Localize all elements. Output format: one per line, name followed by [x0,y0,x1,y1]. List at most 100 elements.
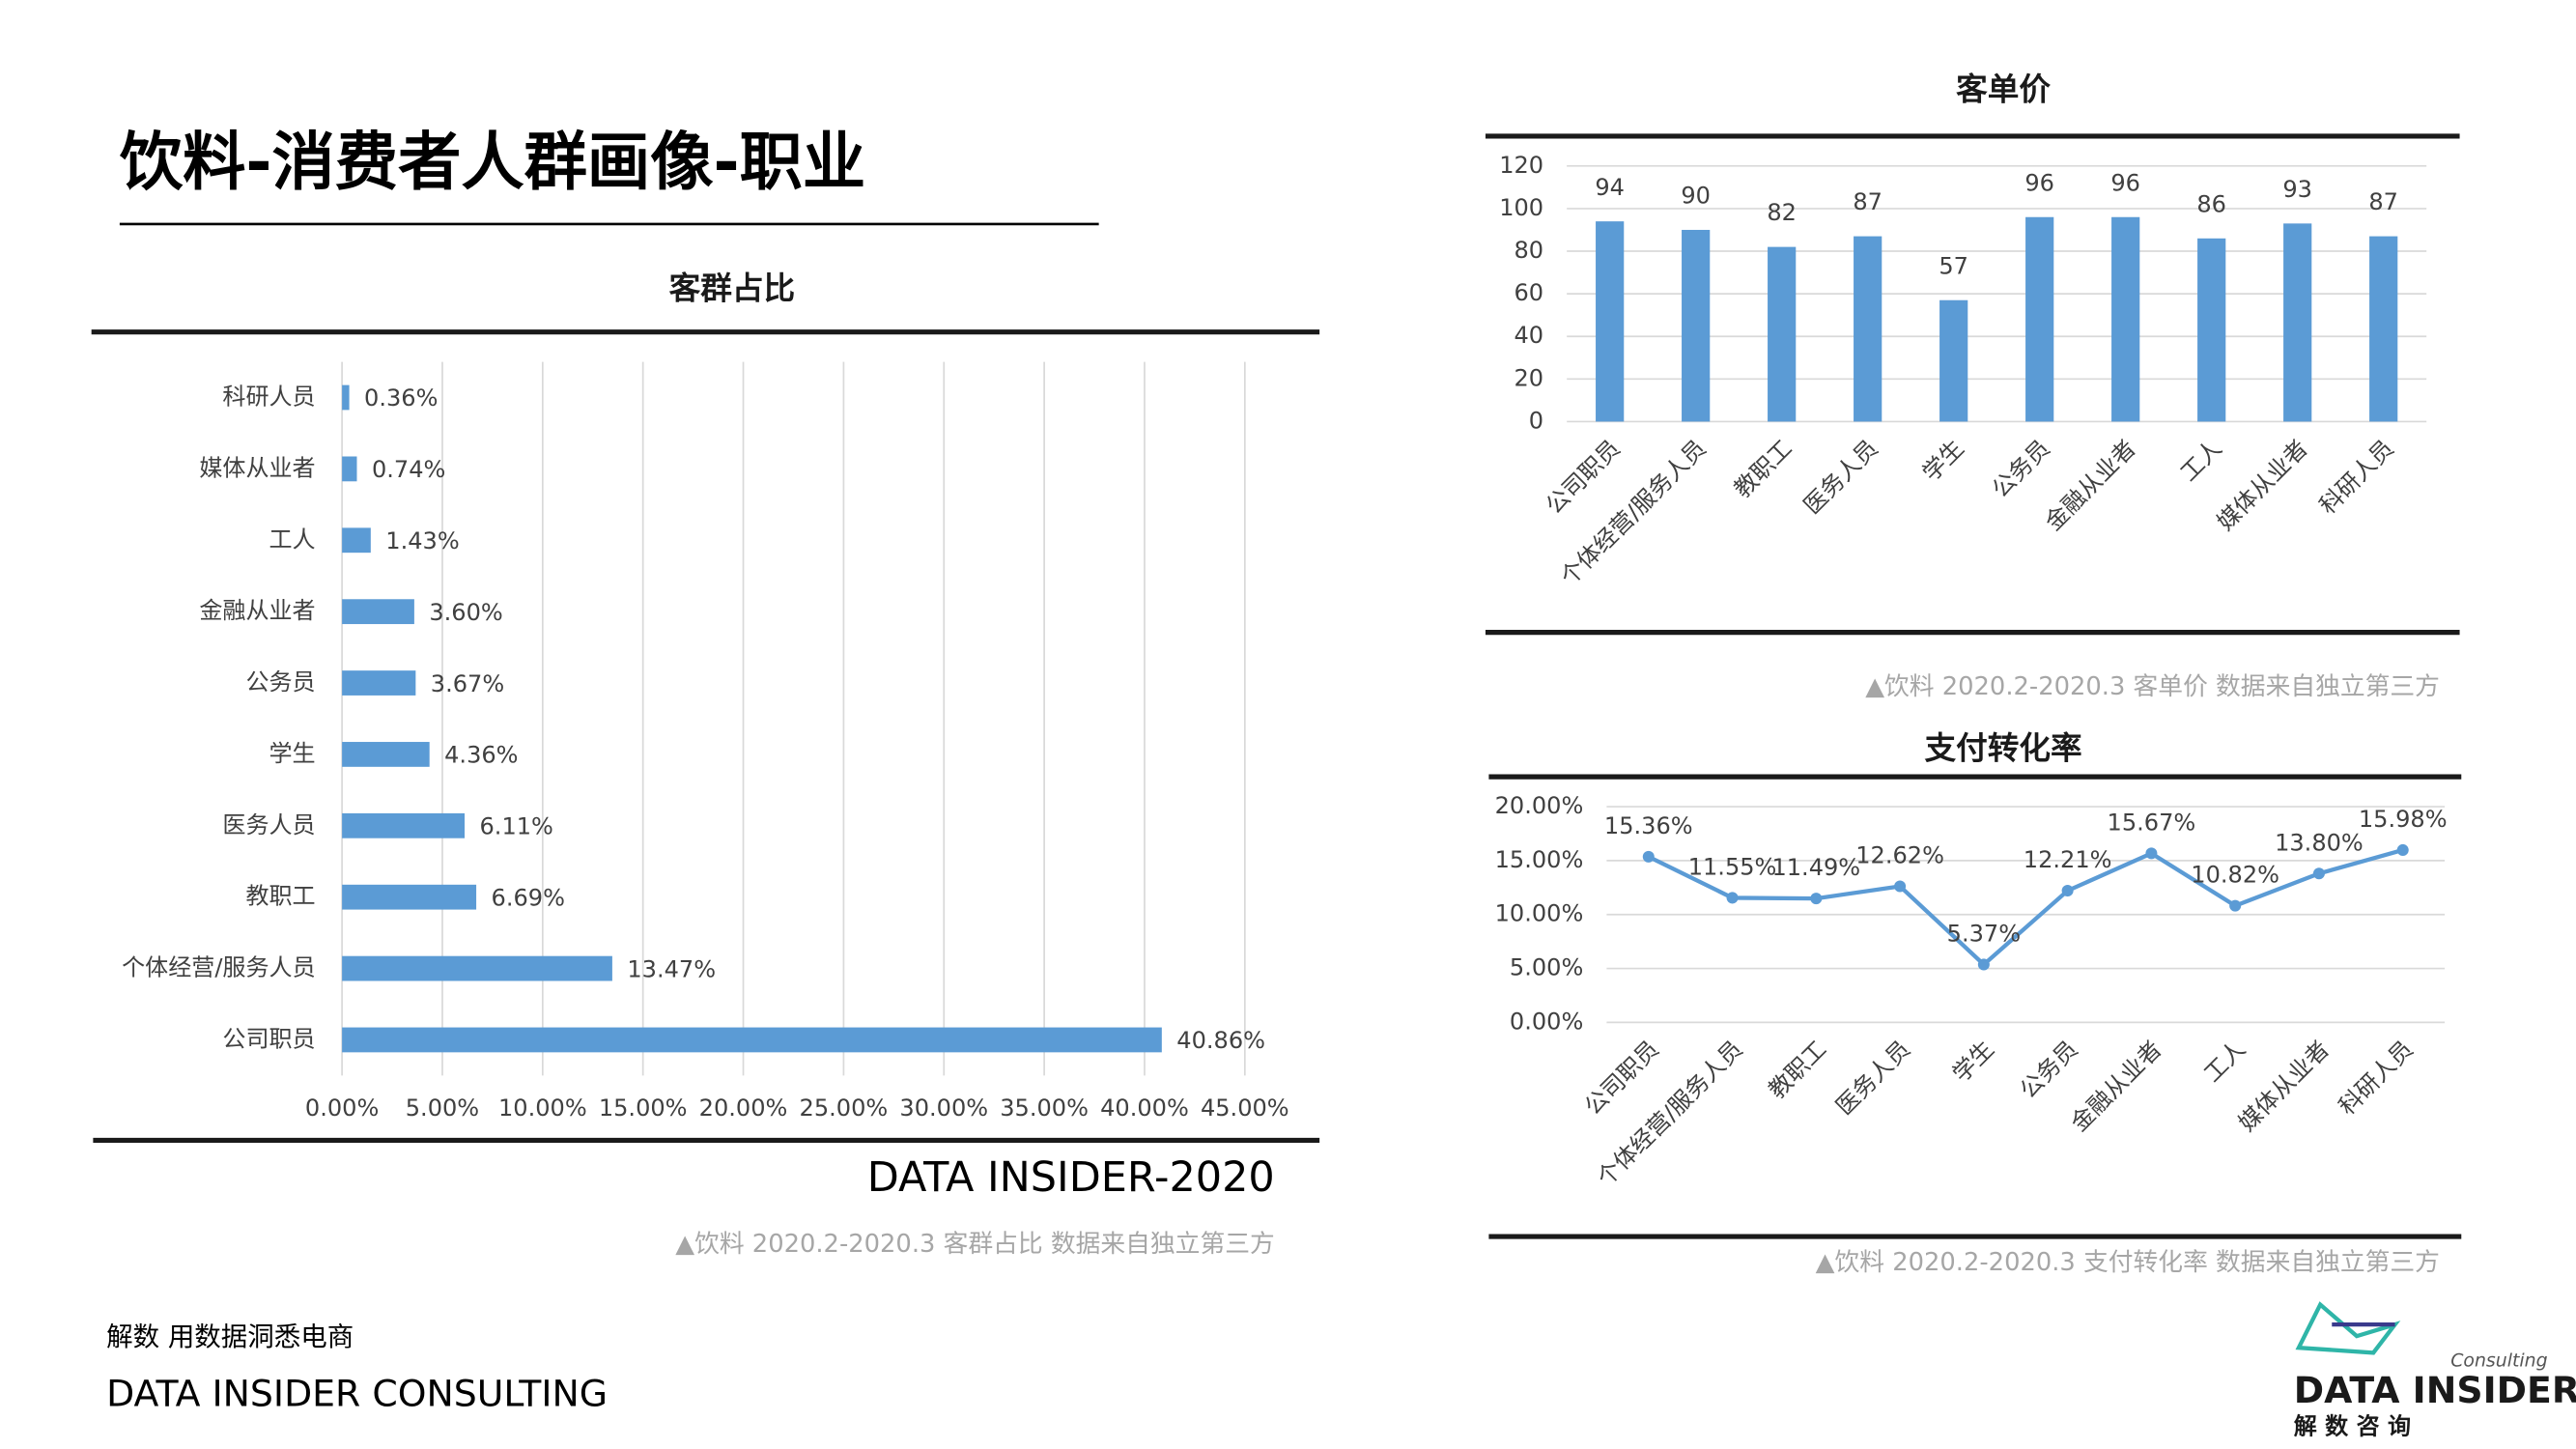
bar [1854,236,1882,422]
x-tick-label: 科研人员 [2334,1036,2419,1121]
bar [342,742,430,767]
bar [2025,216,2054,422]
y-tick-label: 0.00% [1510,1008,1583,1035]
x-tick-label: 35.00% [1000,1094,1089,1122]
x-tick-label: 公务员 [1987,435,2055,503]
bar [1596,221,1625,422]
bar [1768,246,1797,422]
bar [342,670,416,696]
chart-title: 客单价 [1956,71,2051,108]
point [1977,958,1990,971]
x-tick-label: 0.00% [305,1094,379,1122]
x-tick-label: 工人 [2175,435,2227,487]
logo: Consulting DATA INSIDER 解 数 咨 询 [2294,1301,2576,1440]
x-tick-label: 5.00% [406,1094,479,1122]
value-label: 86 [2196,190,2226,217]
logo-mark [2295,1301,2401,1355]
source-note: ▲饮料 2020.2-2020.3 支付转化率 数据来自独立第三方 [1816,1248,2440,1277]
y-tick-label: 公务员 [245,668,315,696]
x-tick-label: 教职工 [1729,435,1798,503]
bar [2111,216,2140,422]
bar [2369,236,2398,422]
x-tick-label: 金融从业者 [2040,435,2141,536]
bar [342,1027,1162,1053]
line [1647,847,2404,968]
value-label: 12.21% [2024,846,2112,873]
x-tick-label: 学生 [1917,435,1969,487]
value-label: 13.47% [627,955,716,982]
value-label: 0.36% [364,384,438,412]
x-tick-label: 医务人员 [1830,1036,1915,1121]
y-tick-label: 20 [1514,364,1543,391]
page-title: 饮料-消费者人群画像-职业 [120,126,865,199]
y-tick-label: 科研人员 [222,384,315,411]
value-label: 4.36% [444,742,518,769]
x-tick-label: 公司职员 [1541,435,1626,520]
y-tick-label: 10.00% [1495,900,1584,927]
value-label: 12.62% [1855,842,1944,869]
x-tick-label: 25.00% [800,1094,889,1122]
logo-tag: Consulting [2450,1350,2547,1371]
value-label: 11.49% [1771,854,1860,881]
x-tick-label: 20.00% [699,1094,788,1122]
y-tick-label: 20.00% [1495,792,1584,819]
value-label: 1.43% [385,527,459,554]
chart-title: 支付转化率 [1924,730,2081,767]
value-label: 15.36% [1604,812,1693,839]
y-tick-label: 医务人员 [222,811,315,838]
x-tick-label: 媒体从业者 [2233,1036,2335,1137]
point [2229,899,2242,912]
x-tick-label: 40.00% [1100,1094,1189,1122]
value-label: 11.55% [1688,853,1777,880]
bar [342,384,350,411]
source-note: ▲饮料 2020.2-2020.3 客单价 数据来自独立第三方 [1865,672,2440,701]
x-tick-label: 医务人员 [1798,435,1883,520]
y-tick-label: 0 [1529,407,1543,434]
bar [2197,238,2226,422]
value-label: 82 [1767,199,1797,226]
value-label: 15.67% [2108,809,2196,836]
y-tick-label: 5.00% [1510,954,1583,981]
logo-name: DATA INSIDER [2294,1369,2576,1411]
value-label: 3.67% [431,670,504,697]
x-tick-label: 公司职员 [1579,1036,1664,1121]
x-tick-label: 30.00% [899,1094,988,1122]
value-label: 0.74% [372,456,445,483]
x-tick-label: 15.00% [599,1094,688,1122]
y-tick-label: 个体经营/服务人员 [122,954,315,981]
y-tick-label: 教职工 [245,883,315,910]
value-label: 6.69% [492,884,565,911]
bar [2283,223,2312,422]
x-tick-label: 科研人员 [2314,435,2399,520]
y-tick-label: 120 [1499,152,1543,179]
logo-cn: 解 数 咨 询 [2294,1413,2411,1440]
chart-title: 客群占比 [669,270,796,307]
value-label: 87 [2368,188,2398,215]
y-tick-label: 学生 [269,740,316,767]
x-tick-label: 个体经营/服务人员 [1555,435,1712,591]
point [2312,867,2325,880]
source-note: ▲饮料 2020.2-2020.3 客群占比 数据来自独立第三方 [675,1230,1274,1259]
bar [342,599,414,625]
y-tick-label: 工人 [269,526,316,553]
x-tick-label: 10.00% [498,1094,587,1122]
value-label: 10.82% [2191,862,2279,889]
x-tick-label: 金融从业者 [2066,1036,2167,1137]
value-label: 3.60% [429,599,502,626]
y-tick-label: 媒体从业者 [199,454,315,481]
y-tick-label: 60 [1514,279,1543,306]
y-tick-label: 公司职员 [222,1025,315,1052]
value-label: 6.11% [479,813,552,840]
point [1894,880,1907,893]
value-label: 93 [2282,176,2312,203]
x-tick-label: 教职工 [1764,1036,1832,1104]
slogan: 解数 用数据洞悉电商 [106,1321,354,1352]
point [1810,893,1823,905]
bar [342,812,466,838]
value-label: 57 [1939,252,1968,279]
x-tick-label: 学生 [1947,1036,1999,1088]
y-tick-label: 80 [1514,237,1543,264]
value-label: 13.80% [2275,829,2364,856]
bar [342,527,371,554]
point [1726,892,1739,904]
